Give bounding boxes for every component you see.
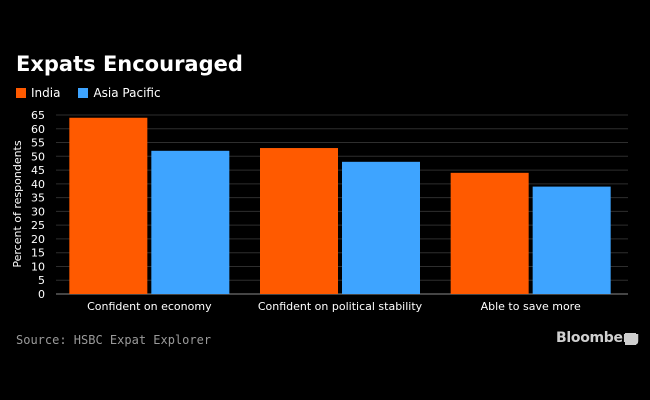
y-tick-label: 45 bbox=[31, 164, 45, 177]
x-tick-label: Able to save more bbox=[481, 300, 581, 313]
legend-item-india: India bbox=[16, 86, 60, 100]
bar-asia-pacific-1 bbox=[342, 161, 420, 294]
chart-title: Expats Encouraged bbox=[16, 52, 243, 76]
y-tick-label: 5 bbox=[38, 274, 45, 287]
y-tick-label: 55 bbox=[31, 137, 45, 150]
legend-swatch-asia-pacific bbox=[78, 88, 89, 98]
legend-item-asia-pacific: Asia Pacific bbox=[78, 86, 161, 100]
source-note: Source: HSBC Expat Explorer bbox=[16, 333, 212, 347]
x-tick-label: Confident on economy bbox=[87, 300, 212, 313]
y-tick-label: 15 bbox=[31, 247, 45, 260]
legend: India Asia Pacific bbox=[16, 86, 179, 100]
bar-india-0 bbox=[69, 117, 148, 294]
y-axis-label: Percent of respondents bbox=[11, 140, 24, 267]
bar-asia-pacific-2 bbox=[532, 186, 611, 294]
bar-india-1 bbox=[260, 148, 338, 294]
legend-label-india: India bbox=[31, 86, 61, 100]
y-tick-label: 65 bbox=[31, 109, 45, 122]
legend-swatch-india bbox=[16, 88, 26, 98]
y-tick-label: 20 bbox=[31, 233, 45, 246]
legend-label-asia-pacific: Asia Pacific bbox=[93, 86, 161, 100]
y-tick-label: 35 bbox=[31, 192, 45, 205]
y-tick-label: 50 bbox=[31, 150, 45, 163]
y-tick-label: 10 bbox=[31, 260, 45, 273]
y-tick-label: 40 bbox=[31, 178, 45, 191]
y-tick-label: 30 bbox=[31, 205, 45, 218]
x-tick-label: Confident on political stability bbox=[258, 300, 423, 313]
bar-asia-pacific-0 bbox=[151, 150, 230, 294]
bar-india-2 bbox=[450, 172, 529, 294]
y-tick-label: 60 bbox=[31, 123, 45, 136]
y-tick-label: 25 bbox=[31, 219, 45, 232]
bars bbox=[69, 117, 611, 294]
bloomberg-logo: Bloomberg bbox=[556, 330, 640, 346]
y-tick-label: 0 bbox=[38, 288, 45, 301]
bloomberg-mark-icon bbox=[625, 333, 636, 345]
x-tick-labels: Confident on economy Confident on politic… bbox=[87, 300, 581, 313]
